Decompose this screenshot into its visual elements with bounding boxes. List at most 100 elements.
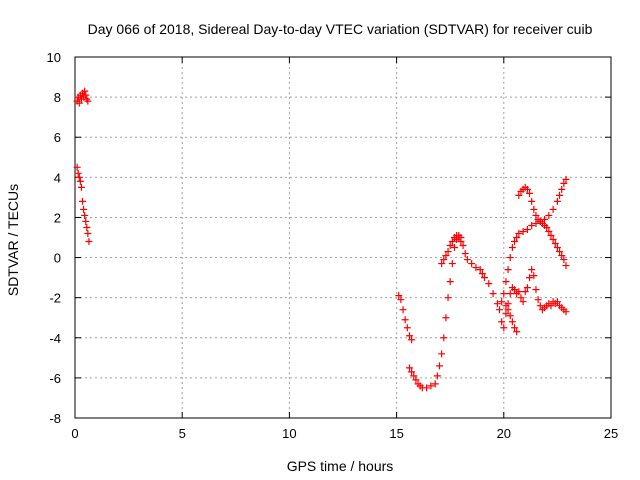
x-tick-label: 25	[604, 426, 618, 441]
data-point-marker	[498, 318, 506, 326]
x-tick-label: 15	[389, 426, 403, 441]
data-point-marker	[532, 219, 540, 227]
data-point-marker	[511, 324, 519, 332]
data-point-marker	[461, 250, 469, 258]
data-point-marker	[80, 205, 88, 213]
ticks-layer	[74, 56, 612, 419]
x-tick-label: 5	[179, 426, 186, 441]
data-point-marker	[534, 296, 542, 304]
data-point-marker	[444, 248, 452, 256]
data-point-marker	[408, 336, 416, 344]
data-point-marker	[459, 242, 467, 250]
data-point-marker	[450, 244, 458, 252]
data-point-marker	[412, 376, 420, 384]
data-point-marker	[558, 252, 566, 260]
data-point-marker	[506, 254, 514, 262]
data-point-marker	[446, 278, 454, 286]
data-point-marker	[442, 252, 450, 260]
data-point-marker	[556, 191, 564, 199]
data-point-marker	[562, 262, 570, 270]
data-point-marker	[562, 175, 570, 183]
data-point-marker	[472, 264, 480, 272]
data-point-marker	[504, 266, 512, 274]
x-tick-label: 0	[71, 426, 78, 441]
data-point-marker	[468, 260, 476, 268]
data-point-marker	[536, 302, 544, 310]
data-point-marker	[511, 238, 519, 246]
data-point-marker	[485, 280, 493, 288]
data-point-marker	[81, 211, 89, 219]
y-tick-label: 4	[54, 170, 61, 185]
y-tick-label: 8	[54, 90, 61, 105]
data-point-marker	[523, 185, 531, 193]
data-point-marker	[528, 266, 536, 274]
data-point-marker	[506, 312, 514, 320]
data-point-marker	[513, 234, 521, 241]
data-point-marker	[553, 197, 561, 205]
y-tick-label: 6	[54, 130, 61, 145]
grid-layer	[75, 57, 611, 418]
data-point-marker	[558, 185, 566, 193]
data-point-marker	[85, 238, 93, 246]
data-point-marker	[448, 238, 456, 246]
data-point-marker	[83, 223, 91, 231]
data-point-marker	[502, 302, 510, 310]
data-point-marker	[405, 332, 413, 340]
data-point-marker	[403, 324, 411, 332]
data-point-marker	[431, 380, 439, 388]
data-point-marker	[528, 197, 536, 205]
data-point-marker	[408, 368, 416, 376]
data-point-marker	[506, 290, 514, 298]
data-point-marker	[500, 324, 508, 332]
data-point-marker	[440, 256, 448, 264]
x-tick-labels: 0 5 10 15 20 25	[71, 426, 618, 441]
data-point-marker	[73, 163, 81, 171]
data-point-marker	[395, 292, 403, 300]
data-point-marker	[562, 308, 570, 316]
y-axis-label: SDTVAR / TECUs	[5, 184, 21, 296]
data-point-marker	[463, 256, 471, 264]
data-point-marker	[508, 244, 516, 252]
chart-title: Day 066 of 2018, Sidereal Day-to-day VTE…	[88, 21, 593, 37]
data-point-marker	[75, 173, 83, 181]
data-point-marker	[423, 384, 431, 392]
data-point-marker	[530, 205, 538, 213]
data-point-marker	[498, 298, 506, 306]
y-tick-label: 0	[54, 251, 61, 266]
data-point-marker	[502, 278, 510, 286]
data-point-marker	[75, 99, 83, 107]
data-point-marker	[444, 294, 452, 302]
data-point-marker	[446, 242, 454, 250]
data-point-marker	[79, 197, 87, 205]
data-point-marker	[455, 234, 463, 241]
data-point-marker	[82, 91, 90, 99]
data-point-marker	[560, 256, 568, 264]
data-point-marker	[410, 372, 418, 380]
data-point-marker	[493, 300, 501, 308]
data-point-marker	[504, 306, 512, 314]
y-tick-label: 10	[47, 50, 61, 65]
data-point-marker	[521, 288, 529, 296]
data-point-marker	[508, 318, 516, 326]
data-point-marker	[457, 238, 465, 246]
data-point-marker	[523, 284, 531, 292]
data-point-marker	[553, 298, 561, 306]
data-point-marker	[515, 288, 523, 296]
data-point-marker	[489, 290, 497, 298]
data-point-marker	[545, 211, 553, 219]
data-point-marker	[81, 87, 89, 95]
y-tick-labels: -8 -6 -4 -2 0 2 4 6 8 10	[47, 50, 61, 426]
data-point-marker	[517, 294, 525, 302]
y-tick-label: -4	[49, 331, 61, 346]
data-point-marker	[545, 227, 553, 235]
data-point-marker	[560, 179, 568, 187]
data-point-marker	[551, 240, 559, 248]
data-point-marker	[549, 236, 557, 244]
data-point-marker	[549, 205, 557, 213]
data-point-marker	[553, 244, 561, 252]
data-point-marker	[547, 231, 555, 239]
data-point-marker	[532, 211, 540, 219]
y-tick-label: -2	[49, 291, 61, 306]
data-point-marker	[448, 260, 456, 268]
